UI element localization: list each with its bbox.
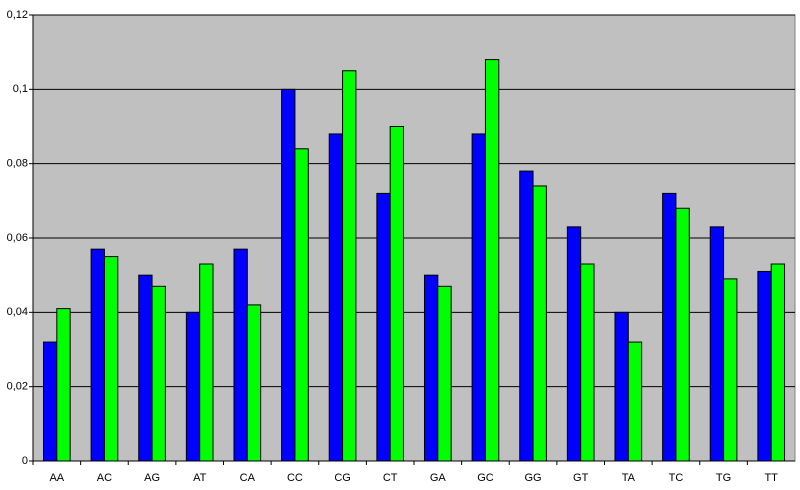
bar	[709, 226, 725, 462]
x-tick-label: TC	[669, 472, 684, 484]
x-tick-label: GC	[477, 472, 494, 484]
x-tick-label: CA	[240, 472, 256, 484]
x-tick-label: AG	[144, 472, 160, 484]
bar	[770, 263, 786, 462]
bar	[42, 341, 58, 462]
bar	[723, 278, 738, 462]
bar	[185, 311, 201, 462]
y-tick-label: 0,04	[7, 306, 28, 318]
bar	[389, 126, 405, 462]
x-tick-label: AT	[193, 472, 207, 484]
bar	[627, 341, 643, 462]
y-tick-label: 0,12	[7, 9, 28, 21]
bar	[281, 88, 296, 462]
x-tick-label: TA	[622, 472, 636, 484]
y-tick-label: 0,1	[13, 83, 28, 95]
bar	[437, 285, 452, 462]
bar	[614, 311, 629, 462]
bar	[103, 256, 119, 462]
bar	[423, 274, 439, 462]
bar	[566, 226, 582, 462]
x-tick-label: GG	[525, 472, 542, 484]
bar	[484, 59, 500, 462]
bar	[138, 274, 153, 462]
bar	[675, 207, 690, 462]
x-tick-label: TT	[764, 472, 778, 484]
x-tick-label: AA	[49, 472, 64, 484]
bar	[90, 248, 105, 462]
bar	[199, 263, 214, 462]
bar	[342, 70, 357, 462]
x-tick-label: TG	[716, 472, 731, 484]
bar	[532, 185, 547, 462]
bar	[56, 308, 71, 462]
bar	[580, 263, 595, 462]
bar	[757, 270, 772, 462]
bar	[471, 133, 486, 462]
x-tick-label: CC	[287, 472, 303, 484]
y-tick-label: 0	[22, 455, 28, 467]
bar	[376, 192, 391, 462]
bar	[233, 248, 248, 462]
y-tick-label: 0,02	[7, 381, 28, 393]
y-tick-label: 0,06	[7, 232, 28, 244]
x-tick-label: CT	[383, 472, 398, 484]
bar	[151, 285, 166, 462]
x-tick-label: AC	[97, 472, 112, 484]
bar	[662, 192, 677, 462]
bar	[294, 148, 309, 462]
x-tick-label: GA	[430, 472, 447, 484]
x-tick-label: GT	[573, 472, 589, 484]
bar	[328, 133, 344, 462]
y-tick-label: 0,08	[7, 158, 28, 170]
bar	[246, 304, 262, 462]
x-tick-label: CG	[334, 472, 351, 484]
bar	[519, 170, 534, 462]
